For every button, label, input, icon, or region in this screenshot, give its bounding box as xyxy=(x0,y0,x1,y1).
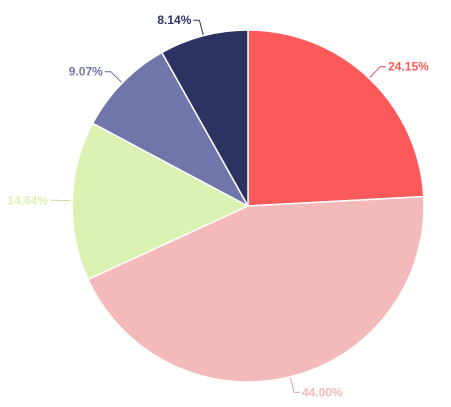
pie-slice-5 xyxy=(161,29,249,207)
slice-label-3: 14.64% xyxy=(7,193,48,207)
slice-label-1: 24.15% xyxy=(388,60,429,74)
leader-line-2 xyxy=(289,377,300,393)
leader-line-3 xyxy=(50,199,72,202)
pie-slice-3 xyxy=(71,122,249,281)
slice-label-4: 9.07% xyxy=(69,65,103,79)
leader-line-1 xyxy=(369,66,387,78)
pie-slice-1 xyxy=(247,29,425,207)
pie-labels: 24.15% 44.00% 14.64% 9.07% 8.14% xyxy=(7,13,429,399)
slice-label-2: 44.00% xyxy=(302,385,343,399)
leader-line-5 xyxy=(193,19,204,35)
leader-line-4 xyxy=(104,71,122,83)
pie-slice-4 xyxy=(91,51,249,207)
pie-slices xyxy=(71,29,425,383)
pie-slice-2 xyxy=(87,195,425,383)
pie-leader-lines xyxy=(50,19,387,393)
slice-label-5: 8.14% xyxy=(157,13,191,27)
